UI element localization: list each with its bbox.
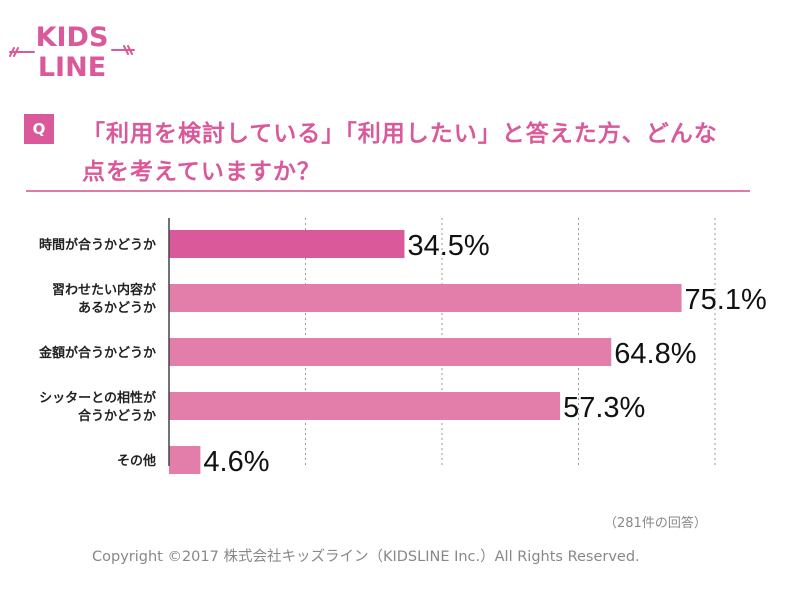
copyright-text: Copyright ©2017 株式会社キッズライン（KIDSLINE Inc.…	[92, 549, 640, 565]
category-label: 時間が合うかどうか	[39, 237, 156, 253]
response-count-note: （281件の回答）	[604, 516, 707, 531]
bar	[169, 446, 201, 474]
kidsline-logo: KIDS LINE	[9, 22, 135, 82]
value-label: 34.5%	[407, 230, 489, 262]
bar	[169, 230, 405, 258]
value-label: 64.8%	[614, 338, 696, 370]
svg-text:LINE: LINE	[38, 52, 106, 82]
bar	[169, 338, 612, 366]
value-label: 4.6%	[203, 446, 269, 478]
bar	[169, 284, 682, 312]
value-label: 57.3%	[563, 392, 645, 424]
title-divider	[26, 190, 750, 192]
question-title-line-2: 点を考えていますか？	[82, 159, 321, 185]
category-label: シッターとの相性が	[39, 390, 156, 406]
category-label: あるかどうか	[78, 301, 156, 316]
category-label: 合うかどうか	[78, 408, 156, 424]
category-label: 金額が合うかどうか	[38, 345, 156, 361]
svg-text:KIDS: KIDS	[36, 22, 109, 53]
question-badge: Q	[24, 114, 54, 144]
question-title-line-1: 「利用を検討している」「利用したい」と答えた方、どんな	[82, 121, 718, 147]
category-label: その他	[117, 453, 156, 469]
category-label: 習わせたい内容が	[52, 282, 156, 298]
value-label: 75.1%	[685, 284, 767, 316]
bar	[169, 392, 561, 420]
